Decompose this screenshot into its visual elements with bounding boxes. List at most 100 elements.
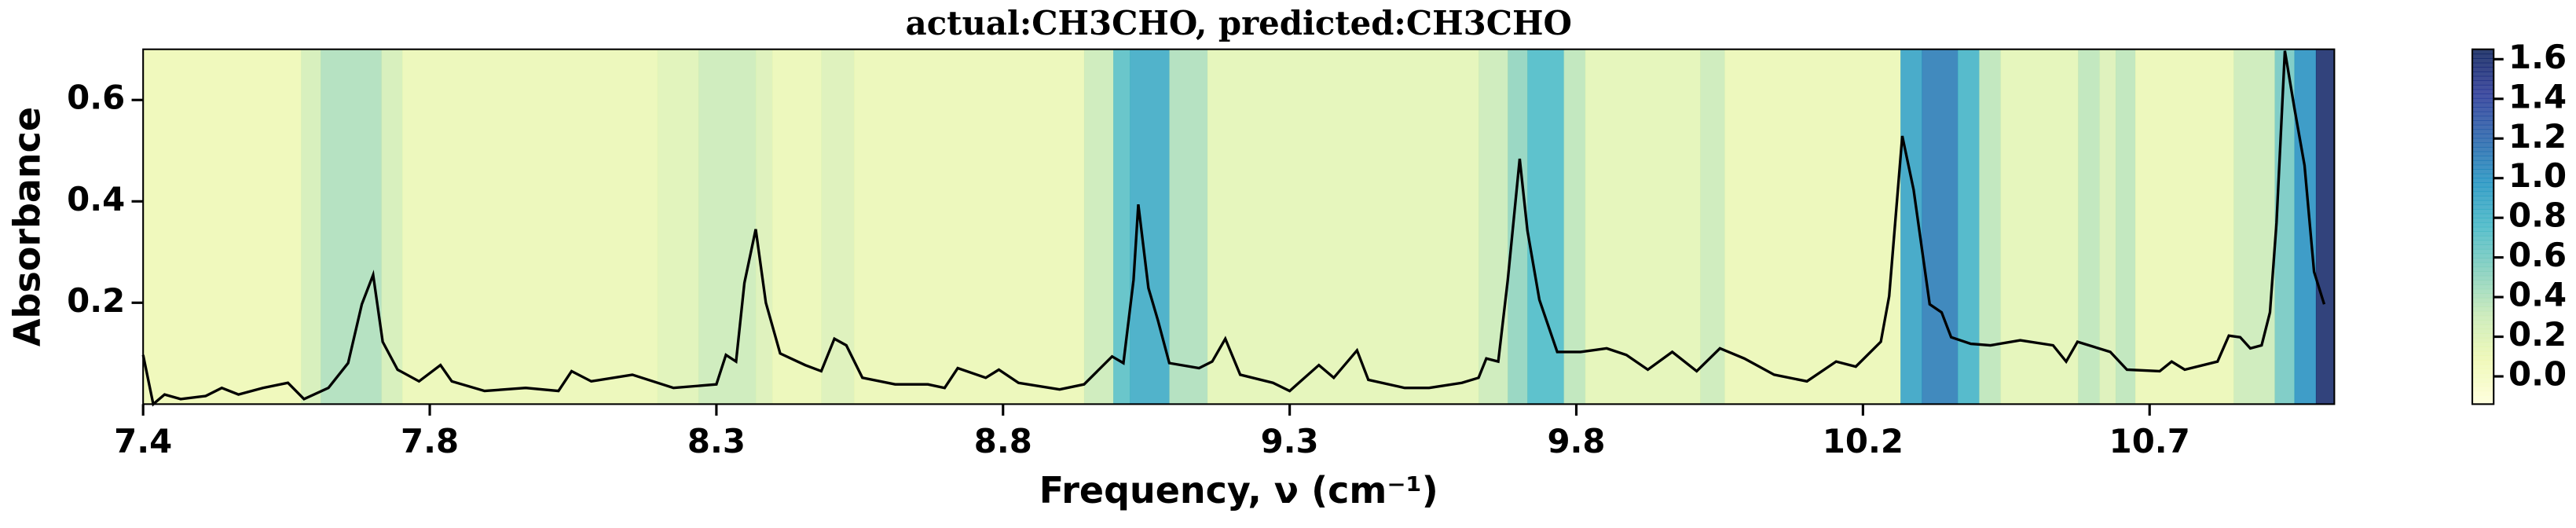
colorbar-frame [2471, 48, 2495, 405]
heat-band [1957, 49, 1980, 405]
colorbar-segment [2472, 84, 2494, 90]
colorbar-segment [2472, 178, 2494, 183]
heat-band [2294, 49, 2317, 405]
chart-title: actual:CH3CHO, predicted:CH3CHO [906, 4, 1572, 42]
colorbar-segment [2472, 186, 2494, 192]
colorbar-segment [2472, 208, 2494, 214]
heat-band [772, 49, 823, 405]
colorbar-segment [2472, 102, 2494, 108]
colorbar-segment [2472, 222, 2494, 228]
colorbar-tick-label: 1.6 [2508, 38, 2567, 76]
colorbar-segment [2472, 138, 2494, 144]
y-axis-label: Absorbance [5, 107, 48, 346]
colorbar-segment [2472, 270, 2494, 277]
colorbar-segment [2472, 302, 2494, 307]
heat-band [301, 49, 321, 405]
heat-band [1083, 49, 1114, 405]
colorbar-segment [2472, 107, 2494, 112]
x-tick-label: 9.8 [1547, 422, 1605, 460]
colorbar-segment [2472, 262, 2494, 268]
heat-band [755, 49, 773, 405]
colorbar-segment [2472, 364, 2494, 370]
colorbar-segment [2472, 253, 2494, 258]
colorbar-segment [2472, 49, 2494, 55]
colorbar-segment [2472, 244, 2494, 250]
colorbar-segment [2472, 53, 2494, 59]
colorbar-segment [2472, 266, 2494, 272]
colorbar-segment [2472, 196, 2494, 201]
colorbar-segment [2472, 226, 2494, 233]
heat-band [1169, 49, 1208, 405]
colorbar-segment [2472, 80, 2494, 86]
x-tick-label: 8.8 [974, 422, 1032, 460]
colorbar-segment [2472, 337, 2494, 343]
colorbar-segment [2472, 204, 2494, 210]
heat-band [821, 49, 855, 405]
heat-band [2078, 49, 2101, 405]
colorbar-tick-label: 0.0 [2508, 355, 2567, 394]
x-tick-label: 7.4 [114, 422, 172, 460]
colorbar-tick-label: 0.2 [2508, 315, 2567, 354]
colorbar-segment [2472, 151, 2494, 157]
colorbar-tick-label: 1.2 [2508, 117, 2567, 156]
colorbar-tick-label: 1.4 [2508, 77, 2567, 116]
colorbar-segment [2472, 275, 2494, 281]
colorbar-segment [2472, 346, 2494, 352]
x-tick-label: 10.7 [2109, 422, 2190, 460]
colorbar-segment [2472, 240, 2494, 245]
colorbar-segment [2472, 62, 2494, 68]
colorbar-segment [2472, 395, 2494, 401]
heat-band [2099, 49, 2116, 405]
colorbar-segment [2472, 200, 2494, 206]
colorbar-segment [2472, 258, 2494, 263]
colorbar-segment [2472, 129, 2494, 134]
heat-band [2000, 49, 2079, 405]
x-tick-label: 8.3 [687, 422, 746, 460]
heat-band [657, 49, 699, 405]
colorbar-segment [2472, 355, 2494, 361]
colorbar-segment [2472, 288, 2494, 295]
plot-frame [142, 48, 2336, 405]
colorbar-segment [2472, 231, 2494, 236]
colorbar-segment [2472, 58, 2494, 64]
colorbar-segment [2472, 390, 2494, 396]
heat-band [1700, 49, 1726, 405]
heat-band [1922, 49, 1959, 405]
heat-band [1479, 49, 1508, 405]
colorbar-segment [2472, 248, 2494, 255]
colorbar-segment [2472, 386, 2494, 392]
colorbar-segment [2472, 146, 2494, 152]
heat-band [1563, 49, 1586, 405]
colorbar-segment [2472, 350, 2494, 357]
colorbar-segment [2472, 372, 2494, 379]
colorbar-segment [2472, 124, 2494, 130]
colorbar-segment [2472, 359, 2494, 365]
x-tick-label: 9.3 [1261, 422, 1319, 460]
heat-band [2274, 49, 2296, 405]
colorbar-segment [2472, 284, 2494, 290]
heat-band [1585, 49, 1701, 405]
heat-band [143, 49, 302, 405]
colorbar-segment [2472, 142, 2494, 148]
x-axis-label: Frequency, ν (cm⁻¹) [1039, 469, 1438, 512]
x-tick-label: 10.2 [1823, 422, 1904, 460]
y-tick-label: 0.6 [67, 79, 125, 117]
colorbar-segment [2472, 71, 2494, 77]
colorbar-segment [2472, 173, 2494, 179]
heat-band [1979, 49, 2002, 405]
colorbar-segment [2472, 111, 2494, 117]
colorbar-segment [2472, 67, 2494, 72]
spectrum-line [141, 50, 2326, 407]
colorbar-tick-label: 0.4 [2508, 276, 2567, 314]
colorbar-segment [2472, 235, 2494, 241]
colorbar-segment [2472, 306, 2494, 312]
y-tick-label: 0.4 [67, 180, 125, 218]
heat-band [2315, 49, 2336, 405]
colorbar-segment [2472, 218, 2494, 223]
x-tick-label: 7.8 [401, 422, 459, 460]
colorbar-segment [2472, 213, 2494, 219]
colorbar-segment [2472, 399, 2494, 405]
colorbar-segment [2472, 156, 2494, 161]
colorbar-segment [2472, 280, 2494, 285]
